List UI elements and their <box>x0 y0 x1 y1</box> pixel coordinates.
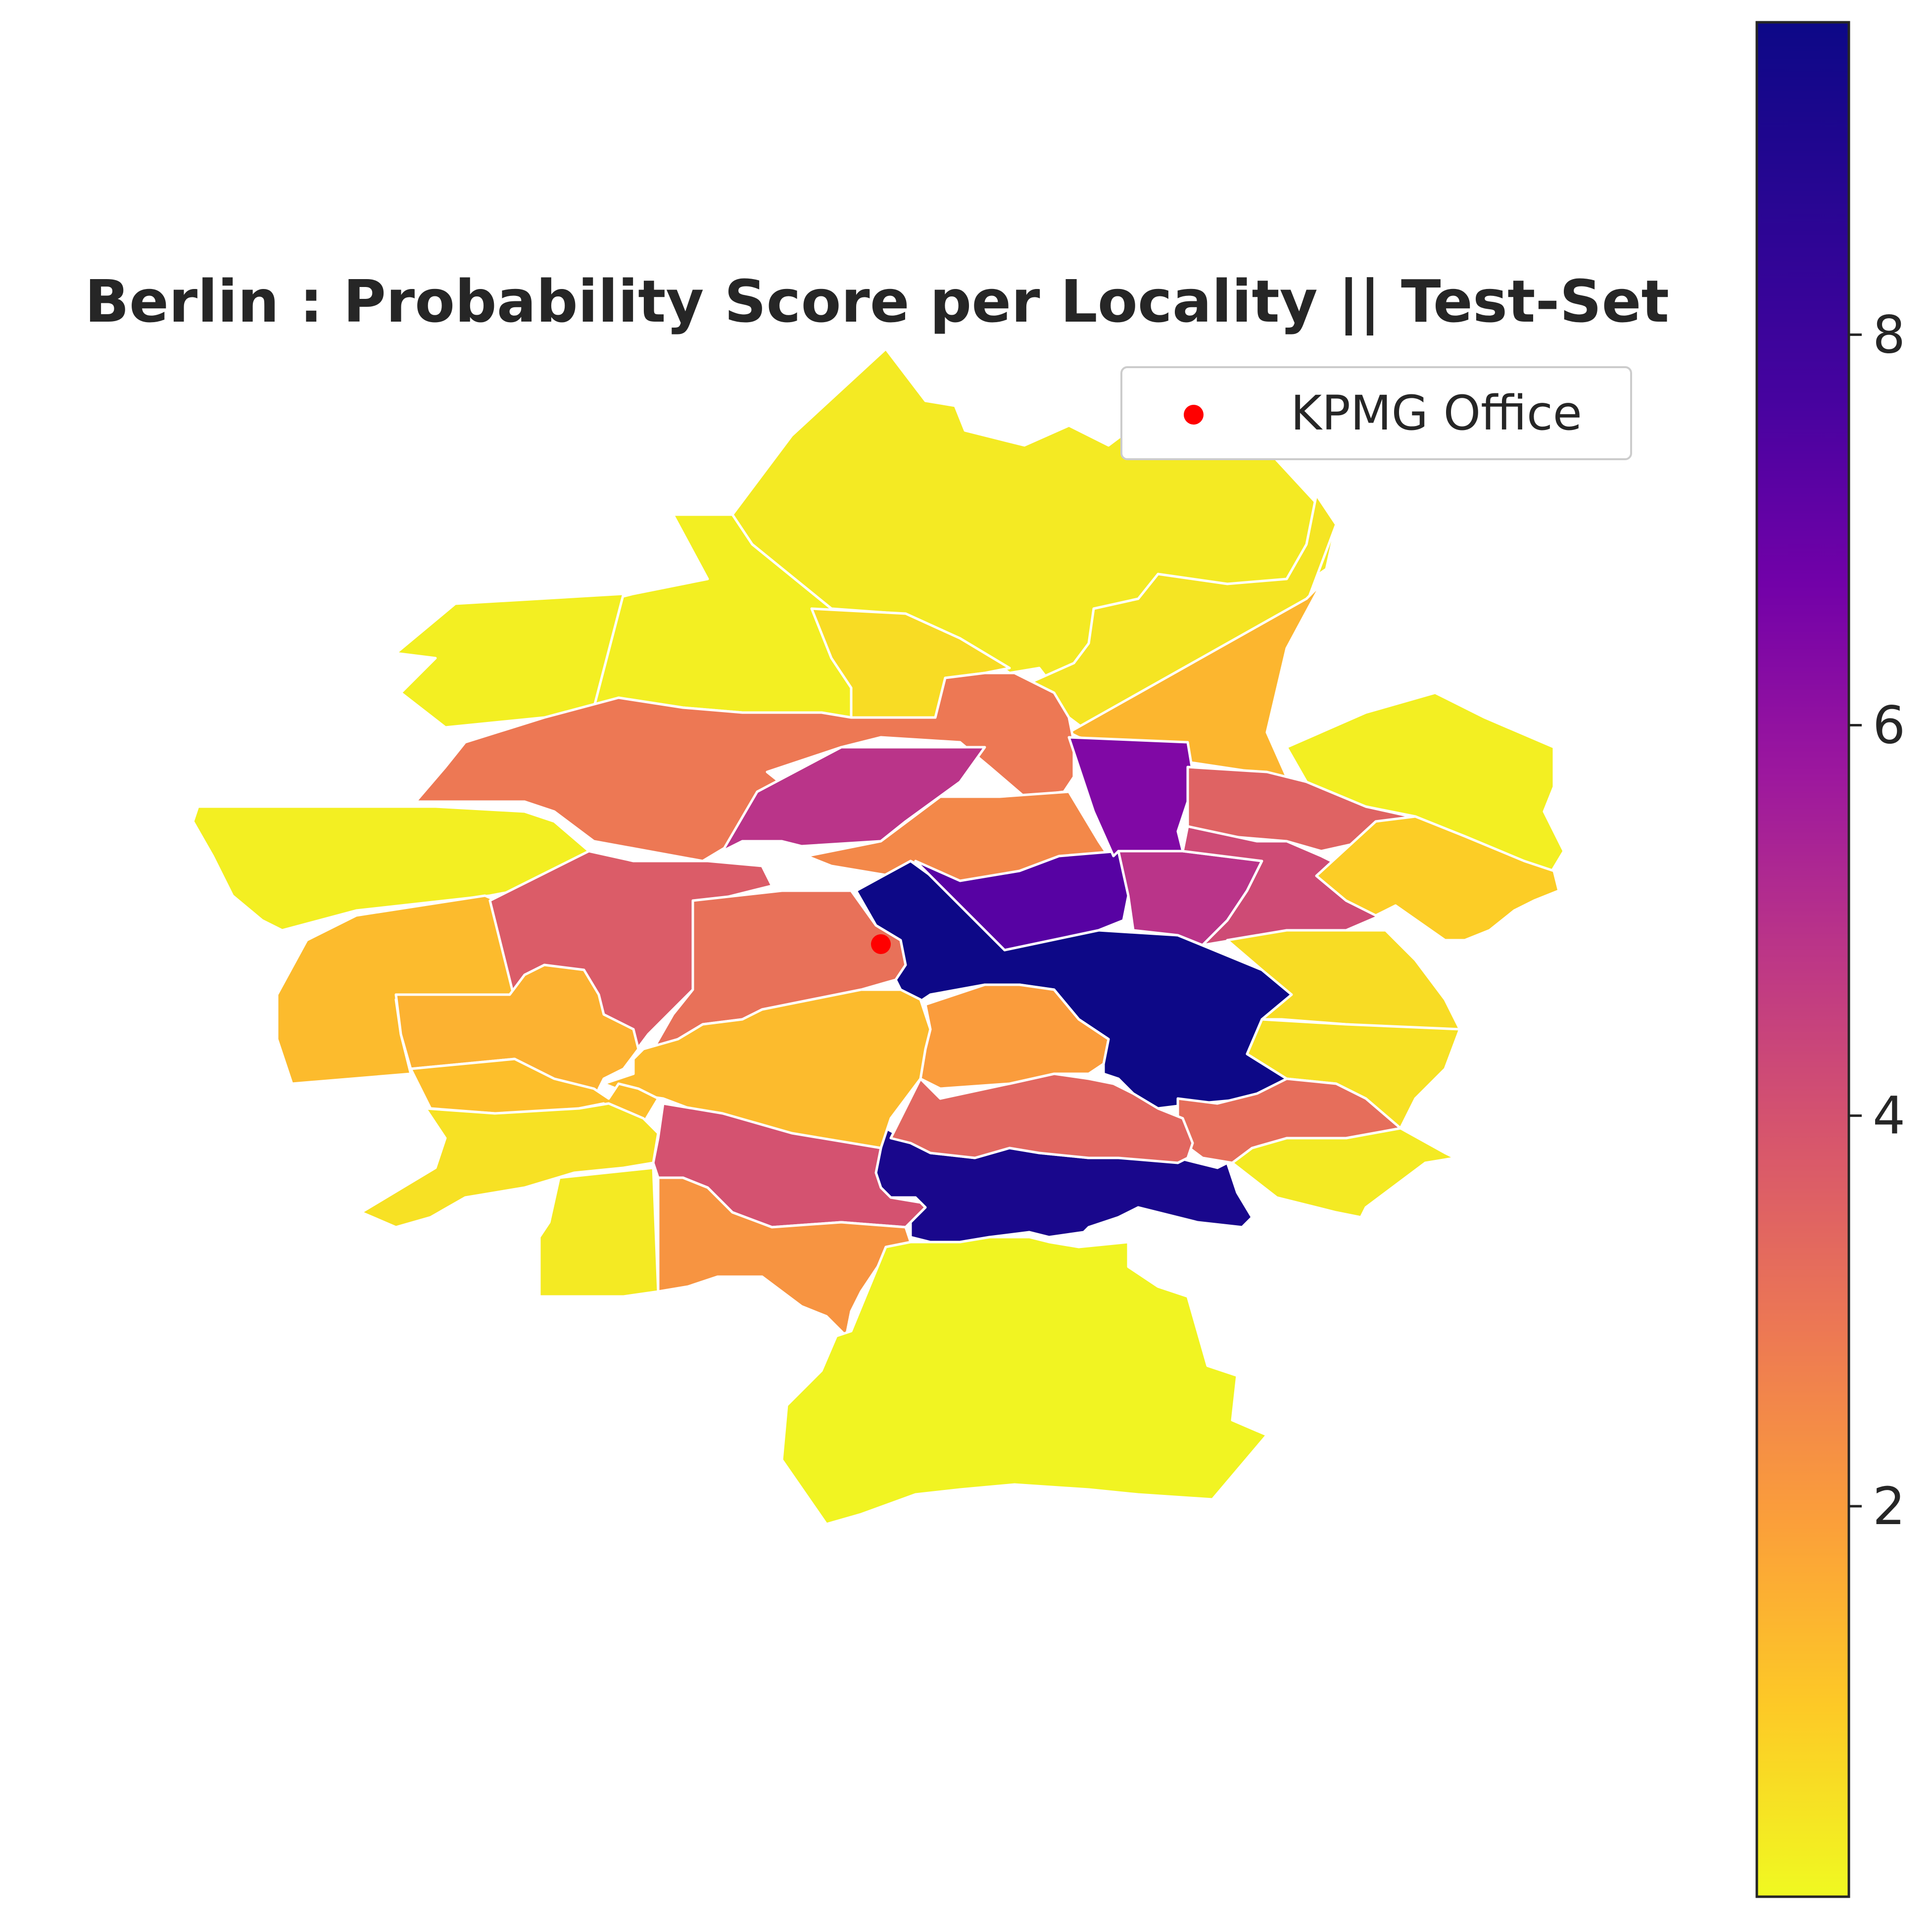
locality-west-gold[interactable] <box>360 1102 660 1229</box>
legend-frame <box>1120 366 1632 460</box>
legend: KPMG Office <box>1120 366 1632 460</box>
kpmg-office-marker[interactable] <box>871 934 891 954</box>
colorbar-tick-label: 2 <box>1873 1476 1905 1536</box>
locality-north-west-1[interactable] <box>394 592 625 729</box>
locality-south-big[interactable] <box>780 1236 1268 1526</box>
legend-label: KPMG Office <box>1291 385 1582 441</box>
colorbar-tick-label: 6 <box>1873 695 1905 756</box>
locality-sw-yellow[interactable] <box>538 1166 660 1298</box>
locality-sw-orange[interactable] <box>657 1176 912 1338</box>
colorbar-ticks: 2 4 6 8 <box>1849 304 1905 1536</box>
colorbar-frame <box>1755 21 1850 1898</box>
colorbar: 2 4 6 8 <box>1755 21 1905 1898</box>
locality-south-mid-red[interactable] <box>889 1072 1194 1164</box>
colorbar-tick-label: 8 <box>1873 304 1905 365</box>
legend-marker-icon <box>1184 405 1204 425</box>
map-title: Berlin : Probability Score per Locality … <box>85 267 1669 335</box>
locality-far-east-green[interactable] <box>1285 691 1565 877</box>
locality-west-big[interactable] <box>192 805 595 932</box>
colorbar-tick-label: 4 <box>1873 1086 1905 1146</box>
locality-far-east-gold[interactable] <box>1315 815 1560 942</box>
map-districts <box>192 347 1565 1526</box>
colorbar-gradient <box>1757 22 1849 1897</box>
